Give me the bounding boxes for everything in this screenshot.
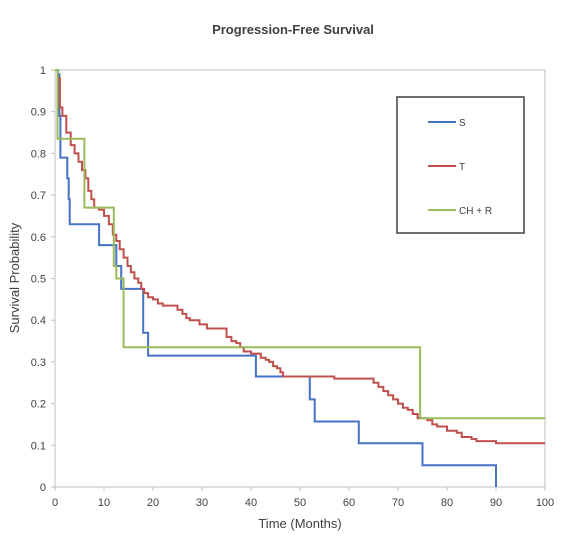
y-tick-label: 0 bbox=[40, 482, 46, 494]
x-tick-label: 70 bbox=[392, 497, 404, 509]
y-axis-title: Survival Probability bbox=[7, 222, 22, 333]
legend-box bbox=[396, 96, 525, 234]
series-lines bbox=[55, 69, 545, 487]
legend-label-ch-r: CH + R bbox=[459, 206, 492, 217]
series-line-ch-r bbox=[55, 69, 545, 420]
series-line-s bbox=[55, 69, 497, 487]
series-line-t bbox=[55, 69, 545, 445]
x-tick-label: 40 bbox=[245, 497, 257, 509]
legend-items: S T CH + R bbox=[428, 118, 492, 217]
y-tick-label: 0.3 bbox=[31, 357, 46, 369]
y-tick-label: 0.6 bbox=[31, 232, 46, 244]
y-tick-label: 1 bbox=[40, 65, 46, 77]
x-tick-label: 60 bbox=[343, 497, 355, 509]
y-tick-label: 0.7 bbox=[31, 190, 46, 202]
y-tick-label: 0.5 bbox=[31, 274, 46, 286]
x-tick-label: 100 bbox=[536, 497, 554, 509]
x-tick-label: 0 bbox=[52, 497, 58, 509]
legend-label-t: T bbox=[459, 162, 465, 173]
x-tick-label: 50 bbox=[294, 497, 306, 509]
chart-title: Progression-Free Survival bbox=[212, 22, 374, 37]
axes: 0 10 20 30 40 50 60 70 80 90 100 0 0.1 0.2 0.3 0.4 0.5 0.… bbox=[31, 65, 554, 509]
y-tick-label: 0.9 bbox=[31, 107, 46, 119]
legend-label-s: S bbox=[459, 118, 466, 129]
x-tick-label: 20 bbox=[147, 497, 159, 509]
legend: S T CH + R bbox=[396, 96, 525, 234]
x-tick-label: 10 bbox=[98, 497, 110, 509]
y-tick-label: 0.4 bbox=[31, 315, 46, 327]
x-tick-label: 90 bbox=[490, 497, 502, 509]
y-tick-label: 0.2 bbox=[31, 399, 46, 411]
x-tick-label: 30 bbox=[196, 497, 208, 509]
y-tick-label: 0.1 bbox=[31, 440, 46, 452]
x-axis-title: Time (Months) bbox=[258, 516, 341, 531]
y-tick-label: 0.8 bbox=[31, 148, 46, 160]
x-tick-label: 80 bbox=[441, 497, 453, 509]
